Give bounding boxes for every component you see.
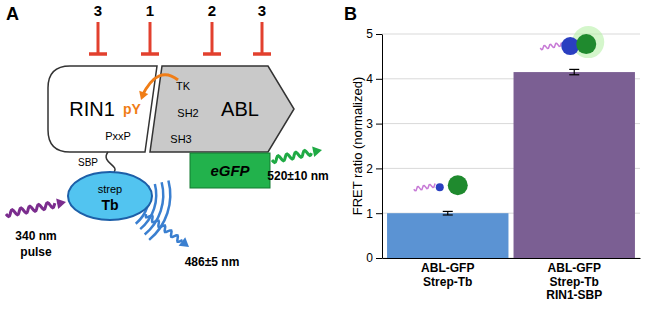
donor-label: Tb [101,197,118,213]
inhibitor-stem [97,22,100,54]
phospho-arrowhead [139,91,148,100]
phospho-label: pY [123,101,142,117]
x-tick-label: ABL-GFPStrep-Tb [421,261,474,289]
x-tick-label: ABL-GFPStrep-TbRIN1-SBP [546,261,602,303]
y-axis: 0 1 2 3 4 5 [366,27,382,265]
x-tick-group: ABL-GFPStrep-Tb [421,258,474,289]
y-tick-group: 1 [366,207,382,221]
excitation-arrowhead [56,198,66,209]
y-tick-label: 1 [366,207,373,221]
excitation-wave [6,203,55,217]
y-tick [376,124,382,125]
bars [387,69,635,258]
inhibitor-label: 3 [94,2,102,19]
domain-label: SH3 [170,133,191,145]
donor-emission-wave [146,214,183,242]
acceptor-emission-wave [272,150,311,162]
sbp-linker [106,152,115,172]
donor-emission-arrowhead [179,237,189,247]
inhibitor-bar [141,52,159,56]
y-tick-label: 0 [366,251,373,265]
egfp-label: eGFP [210,162,250,179]
y-tick [376,258,382,259]
inhibitor-label: 1 [146,2,154,19]
inhibitor-stem [261,22,264,54]
x-tick-label-line: ABL-GFP [548,261,601,275]
y-tick-label: 4 [366,72,373,86]
acceptor-emission-label: 520±10 nm [267,169,328,183]
error-bar [569,69,579,74]
x-axis: ABL-GFPStrep-TbABL-GFPStrep-TbRIN1-SBP [383,258,641,302]
figure: A 3 1 2 3 RIN1 ABL TK SH2 SH3 PxxP pY SBP eGFP strep Tb… [0,0,666,319]
icon-acceptor [448,175,468,195]
inhibitor-stem [211,22,214,54]
y-tick [376,79,382,80]
panel-label: B [344,4,357,24]
y-tick-group: 0 [366,251,382,265]
rin1-label: RIN1 [69,98,115,120]
y-tick [376,213,382,214]
x-tick-label-line: Strep-Tb [550,275,599,289]
domain-label: TK [176,80,191,92]
bar [514,72,635,258]
inhibitor-bar [253,52,271,56]
x-tick-label-line: ABL-GFP [421,261,474,275]
phospho-arrow [142,75,178,96]
inhibitor-stem [149,22,152,54]
excitation-label: 340 nm [15,229,56,243]
error-bar-line [574,69,575,74]
error-bar-line [443,214,453,215]
donor-label: strep [98,183,122,195]
grid [382,34,640,258]
egfp-box [190,153,270,188]
y-tick-label: 3 [366,117,373,131]
inhibitor-bar [89,52,107,56]
acceptor-emission-arrowhead [312,146,322,157]
domain-label: SH2 [177,107,198,119]
x-tick-label-line: RIN1-SBP [546,288,602,302]
y-tick-label: 2 [366,162,373,176]
motif-label: PxxP [105,130,131,142]
icon-wave [414,184,435,191]
sbp-label: SBP [78,157,98,168]
bar [387,213,508,258]
excitation-label: pulse [20,245,52,259]
icon-donor [436,183,444,191]
panel-a: A 3 1 2 3 RIN1 ABL TK SH2 SH3 PxxP pY SBP eGFP strep Tb… [6,2,329,269]
panel-b: B012345ABL-GFPStrep-TbABL-GFPStrep-TbRIN… [344,4,641,302]
y-tick-label: 5 [366,27,373,41]
y-axis-title: FRET ratio (normalized) [350,77,365,215]
x-axis-line [383,258,641,259]
donor-ellipse [68,172,152,220]
y-axis-line [382,35,383,259]
error-bar-line [569,74,579,75]
y-tick-group: 4 [366,72,382,86]
x-tick-group: ABL-GFPStrep-TbRIN1-SBP [546,258,602,302]
inhibitor-label: 3 [258,2,266,19]
panel-label: A [6,4,19,24]
y-tick [376,34,382,35]
error-bar-line [569,69,579,70]
y-tick-group: 2 [366,162,382,176]
y-tick-group: 5 [366,27,382,41]
icon-wave [540,42,561,49]
y-tick-group: 3 [366,117,382,131]
error-bar-line [443,211,453,212]
error-bar [443,211,453,215]
abl-label: ABL [221,98,259,120]
donor-emission-label: 486±5 nm [185,255,240,269]
icons [414,26,604,195]
inhibitor-label: 2 [208,2,216,19]
icon-glow [572,26,604,58]
x-tick-label-line: Strep-Tb [423,275,472,289]
inhibitor-bar [203,52,221,56]
rin1-shape [48,66,157,152]
icon-acceptor [576,34,596,54]
abl-shape [150,66,294,152]
y-tick [376,168,382,169]
